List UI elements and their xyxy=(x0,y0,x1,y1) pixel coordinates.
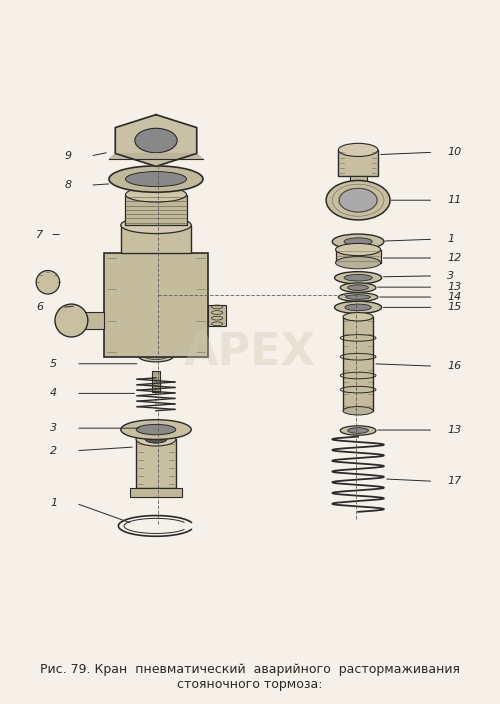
Text: 13: 13 xyxy=(448,425,462,435)
Text: 2: 2 xyxy=(50,446,58,455)
Text: 13: 13 xyxy=(448,282,462,292)
Ellipse shape xyxy=(144,352,168,360)
Bar xyxy=(126,194,186,225)
Ellipse shape xyxy=(334,272,382,284)
Ellipse shape xyxy=(326,180,390,220)
Text: 3: 3 xyxy=(50,423,58,433)
Ellipse shape xyxy=(332,234,384,249)
Bar xyxy=(350,176,366,186)
Ellipse shape xyxy=(121,420,191,439)
Ellipse shape xyxy=(344,275,372,281)
Ellipse shape xyxy=(344,238,372,245)
Bar xyxy=(336,249,380,263)
Text: 16: 16 xyxy=(448,361,462,371)
Ellipse shape xyxy=(36,270,60,294)
Text: 15: 15 xyxy=(448,303,462,313)
Text: 1: 1 xyxy=(50,498,58,508)
Text: 7: 7 xyxy=(36,230,43,239)
Ellipse shape xyxy=(345,304,372,310)
Ellipse shape xyxy=(346,295,370,299)
Ellipse shape xyxy=(336,244,380,256)
Text: 3: 3 xyxy=(448,271,454,281)
Ellipse shape xyxy=(135,128,177,153)
Text: Рис. 79. Кран  пневматический  аварийного  растормаживания стояночного тормоза:: Рис. 79. Кран пневматический аварийного … xyxy=(40,663,460,691)
Ellipse shape xyxy=(109,166,203,192)
Bar xyxy=(130,489,182,497)
Text: 11: 11 xyxy=(448,195,462,205)
Ellipse shape xyxy=(126,172,186,187)
Ellipse shape xyxy=(348,428,368,434)
Text: 9: 9 xyxy=(64,151,71,161)
Text: 17: 17 xyxy=(448,477,462,486)
Ellipse shape xyxy=(126,187,186,202)
Ellipse shape xyxy=(340,426,376,435)
Bar xyxy=(343,317,373,410)
Ellipse shape xyxy=(334,301,382,313)
Bar xyxy=(338,150,378,176)
Ellipse shape xyxy=(343,406,373,415)
Text: 10: 10 xyxy=(448,147,462,157)
Ellipse shape xyxy=(338,144,378,156)
Ellipse shape xyxy=(348,285,368,291)
Polygon shape xyxy=(109,153,203,159)
Ellipse shape xyxy=(55,304,88,337)
Text: 5: 5 xyxy=(50,359,58,369)
Text: 6: 6 xyxy=(36,303,43,313)
Text: 4: 4 xyxy=(50,389,58,398)
Bar xyxy=(152,371,160,392)
Ellipse shape xyxy=(138,350,174,362)
Ellipse shape xyxy=(145,435,167,444)
Bar xyxy=(120,225,191,253)
Ellipse shape xyxy=(340,189,377,212)
Bar xyxy=(136,439,176,489)
Bar xyxy=(208,305,227,326)
Text: 12: 12 xyxy=(448,253,462,263)
Bar xyxy=(104,253,208,357)
Ellipse shape xyxy=(136,425,175,435)
Text: APEX: APEX xyxy=(184,330,316,374)
Ellipse shape xyxy=(340,283,376,292)
Bar xyxy=(78,312,104,329)
Text: 14: 14 xyxy=(448,292,462,302)
Ellipse shape xyxy=(336,257,380,269)
Text: 1: 1 xyxy=(448,234,454,244)
Ellipse shape xyxy=(121,217,191,234)
Text: 8: 8 xyxy=(64,180,71,190)
Ellipse shape xyxy=(343,313,373,321)
Polygon shape xyxy=(116,115,196,166)
Ellipse shape xyxy=(136,432,176,446)
Ellipse shape xyxy=(343,184,373,193)
Ellipse shape xyxy=(338,293,378,301)
